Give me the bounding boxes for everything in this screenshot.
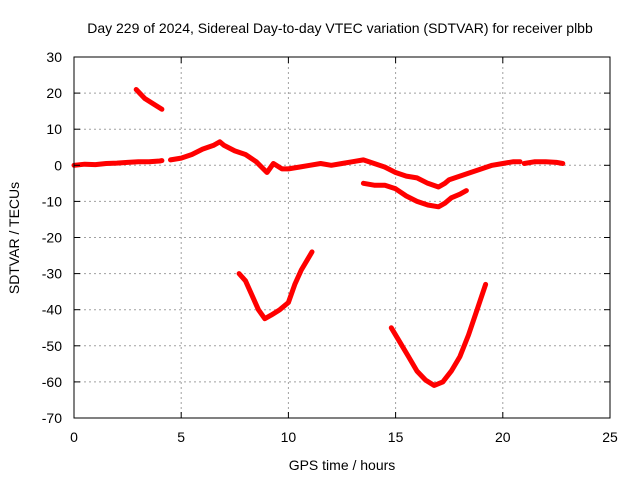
series-trace-7 [388, 281, 489, 388]
x-tick-label: 15 [388, 429, 404, 445]
chart-title: Day 229 of 2024, Sidereal Day-to-day VTE… [87, 20, 593, 36]
grid [74, 57, 610, 418]
x-axis-label: GPS time / hours [289, 457, 396, 473]
y-tick-label: 0 [54, 157, 62, 173]
series-trace-1 [71, 158, 165, 168]
y-tick-label: 10 [46, 121, 62, 137]
series-trace-2 [133, 87, 165, 112]
x-tick-label: 5 [177, 429, 185, 445]
y-tick-label: -40 [42, 302, 62, 318]
series-trace-3 [168, 139, 523, 190]
series-trace-4 [521, 159, 566, 166]
x-tick-label: 20 [495, 429, 511, 445]
y-axis-label: SDTVAR / TECUs [6, 182, 22, 294]
y-tick-label: 30 [46, 49, 62, 65]
x-tick-label: 0 [70, 429, 78, 445]
y-tick-label: -60 [42, 374, 62, 390]
series-group [71, 87, 566, 388]
x-tick-label: 10 [281, 429, 297, 445]
y-tick-label: -20 [42, 230, 62, 246]
ticks: 0 5 10 15 20 25 -70 -60 -50 -40 -30 -20 -10 0 10 20 30 [42, 49, 618, 445]
y-tick-label: -70 [42, 410, 62, 426]
series-trace-6 [360, 180, 469, 210]
x-tick-label: 25 [602, 429, 618, 445]
series-trace-5 [236, 249, 315, 322]
y-tick-label: -50 [42, 338, 62, 354]
y-tick-label: -30 [42, 266, 62, 282]
y-tick-label: -10 [42, 193, 62, 209]
y-tick-label: 20 [46, 85, 62, 101]
